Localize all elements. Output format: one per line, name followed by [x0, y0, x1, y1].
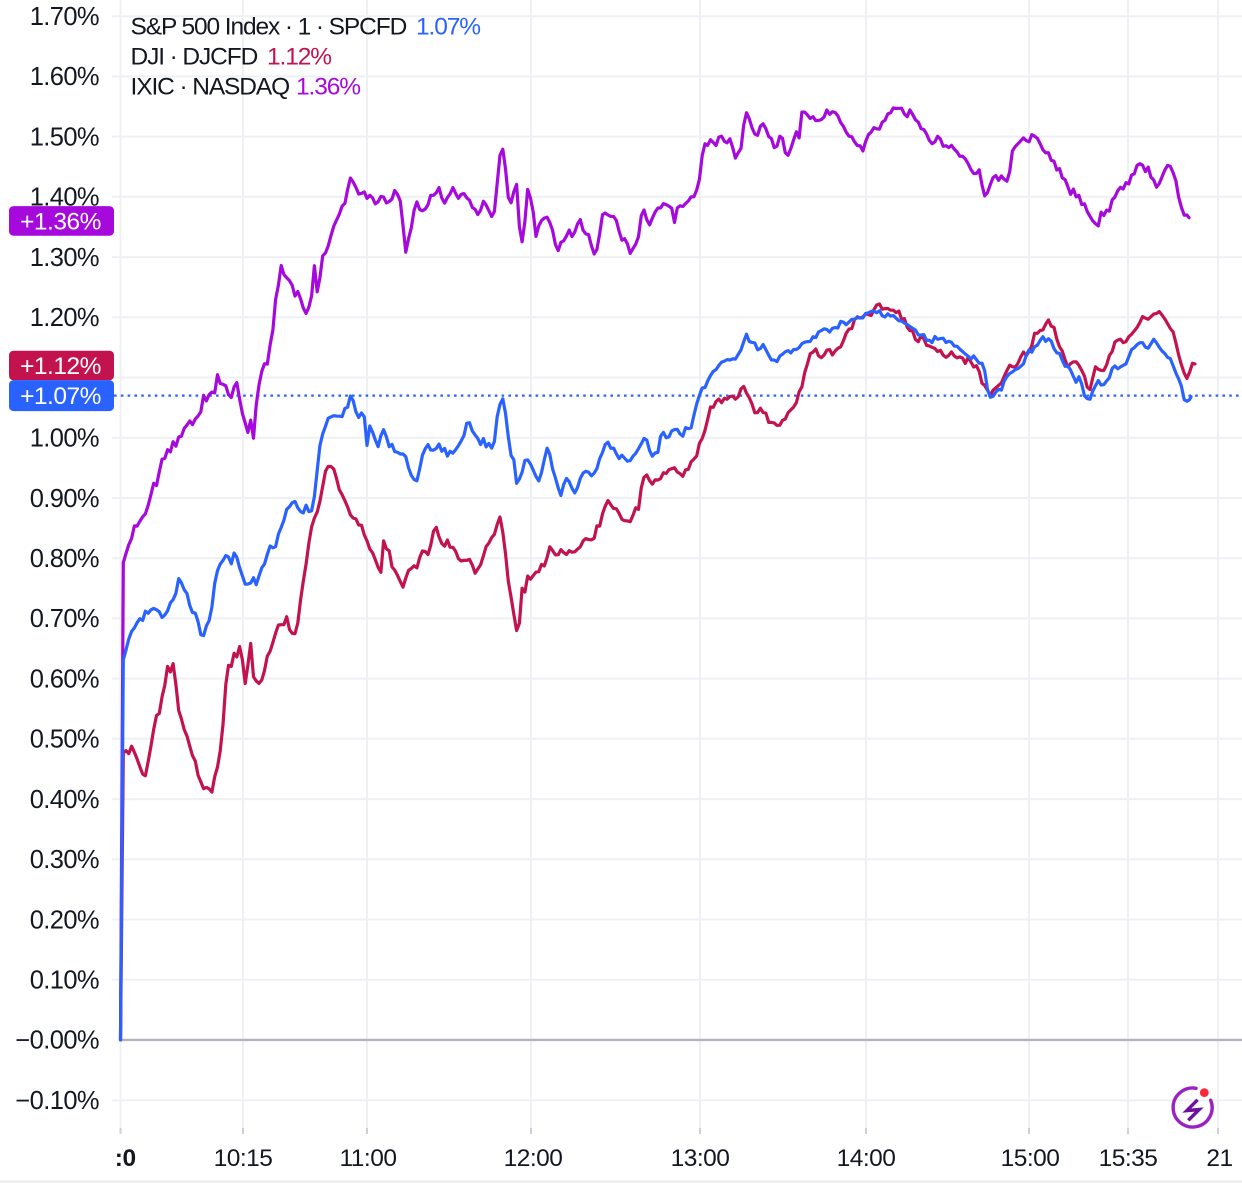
- svg-text:+1.36%: +1.36%: [20, 209, 101, 236]
- svg-text:15:35: 15:35: [1099, 1145, 1158, 1172]
- svg-text:0.90%: 0.90%: [30, 485, 99, 513]
- svg-text:1.36%: 1.36%: [296, 74, 360, 101]
- svg-text:1.20%: 1.20%: [30, 304, 99, 332]
- svg-text:−0.10%: −0.10%: [15, 1087, 99, 1115]
- svg-text:11:00: 11:00: [340, 1145, 397, 1172]
- svg-text:1.60%: 1.60%: [30, 63, 99, 91]
- svg-text:10:15: 10:15: [214, 1145, 273, 1172]
- svg-text:0.80%: 0.80%: [30, 545, 99, 573]
- svg-text:15:00: 15:00: [1001, 1145, 1060, 1172]
- svg-text:1.30%: 1.30%: [30, 244, 99, 272]
- svg-text:1.70%: 1.70%: [30, 3, 99, 31]
- svg-text:1.00%: 1.00%: [30, 425, 99, 453]
- svg-text:0.10%: 0.10%: [30, 967, 99, 995]
- svg-text:1.12%: 1.12%: [267, 44, 331, 71]
- svg-text:0.40%: 0.40%: [30, 786, 99, 814]
- svg-text:−0.00%: −0.00%: [15, 1027, 99, 1055]
- svg-text:1.07%: 1.07%: [416, 14, 480, 41]
- svg-text:21: 21: [1206, 1145, 1232, 1172]
- svg-text:S&P 500 Index · 1 · SPCFD: S&P 500 Index · 1 · SPCFD: [131, 14, 407, 41]
- svg-text:14:00: 14:00: [837, 1145, 896, 1172]
- svg-text:0.20%: 0.20%: [30, 906, 99, 934]
- svg-text:IXIC · NASDAQ: IXIC · NASDAQ: [131, 74, 290, 101]
- svg-text:DJI · DJCFD: DJI · DJCFD: [131, 44, 258, 71]
- svg-text::0: :0: [115, 1145, 136, 1172]
- svg-text:0.70%: 0.70%: [30, 605, 99, 633]
- svg-text:0.60%: 0.60%: [30, 665, 99, 693]
- svg-text:+1.07%: +1.07%: [20, 383, 101, 410]
- svg-text:1.50%: 1.50%: [30, 123, 99, 151]
- svg-text:12:00: 12:00: [504, 1145, 563, 1172]
- svg-text:0.50%: 0.50%: [30, 726, 99, 754]
- svg-text:0.30%: 0.30%: [30, 846, 99, 874]
- svg-text:13:00: 13:00: [671, 1145, 730, 1172]
- svg-text:+1.12%: +1.12%: [20, 353, 101, 380]
